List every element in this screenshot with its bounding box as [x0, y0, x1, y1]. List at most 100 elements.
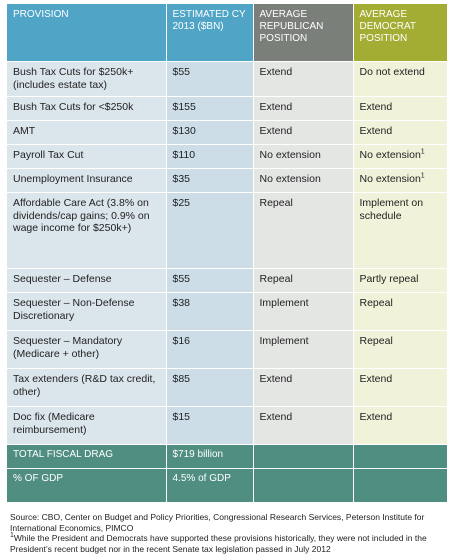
estimate-cell: $16 — [166, 330, 254, 369]
estimate-cell-text: $15 — [172, 411, 191, 423]
provision-cell: Sequester – Non-Defense Discretionary — [7, 292, 167, 331]
footnote-text: While the President and Democrats have s… — [10, 533, 427, 554]
provision-cell: Tax extenders (R&D tax credit, other) — [7, 368, 167, 407]
source-note: Source: CBO, Center on Budget and Policy… — [10, 512, 425, 533]
estimate-cell: $25 — [166, 192, 254, 269]
republican-position-cell-text: Implement — [259, 297, 309, 309]
gdp-row: % OF GDP 4.5% of GDP — [7, 468, 448, 503]
provision-cell: Sequester – Mandatory (Medicare + other) — [7, 330, 167, 369]
provision-cell: AMT — [7, 120, 167, 145]
democrat-position-cell: Extend — [353, 120, 448, 145]
democrat-position-cell-text: Implement on schedule — [359, 197, 424, 222]
footnote-ref: 1 — [420, 172, 425, 180]
republican-position-cell: Extend — [253, 96, 354, 121]
estimate-cell-text: $55 — [172, 273, 191, 285]
table-row: Doc fix (Medicare reimbursement) $15 Exten… — [7, 406, 448, 445]
footnote-marker: 1 — [10, 532, 14, 540]
democrat-position-cell: Extend — [353, 406, 448, 445]
provision-cell-text: Unemployment Insurance — [13, 173, 133, 185]
republican-position-cell-text: No extension — [259, 173, 321, 185]
estimate-cell: $38 — [166, 292, 254, 331]
footnote-1: 1While the President and Democrats have … — [10, 532, 450, 554]
republican-position-cell-text: Repeal — [259, 197, 293, 209]
democrat-position-cell-text: No extension — [359, 173, 421, 185]
total-value: $719 billion — [166, 444, 254, 469]
democrat-position-cell: Repeal — [353, 330, 448, 369]
estimate-cell: $35 — [166, 168, 254, 193]
provision-cell: Unemployment Insurance — [7, 168, 167, 193]
republican-position-cell: Repeal — [253, 192, 354, 269]
republican-position-cell: Implement — [253, 330, 354, 369]
provision-cell-text: Bush Tax Cuts for <$250k — [13, 101, 134, 113]
header-estimate: ESTIMATED CY 2013 ($BN) — [166, 4, 254, 62]
democrat-position-cell: Extend — [353, 368, 448, 407]
democrat-position-cell: Extend — [353, 96, 448, 121]
estimate-cell-text: $110 — [172, 149, 196, 161]
democrat-position-cell: No extension1 — [353, 144, 448, 169]
table-row: Payroll Tax Cut $110 No extension No extens… — [7, 144, 448, 169]
democrat-position-cell: Repeal — [353, 292, 448, 331]
provision-cell-text: Payroll Tax Cut — [13, 149, 84, 161]
provision-cell: Sequester – Defense — [7, 268, 167, 293]
footnotes: Source: CBO, Center on Budget and Policy… — [10, 512, 450, 554]
provision-cell-text: Sequester – Non-Defense Discretionary — [13, 297, 135, 322]
table-row: Affordable Care Act (3.8% on dividends/c… — [7, 192, 448, 269]
footnote-ref: 1 — [420, 148, 425, 156]
provision-cell-text: AMT — [13, 125, 36, 137]
header-provision: PROVISION — [7, 4, 167, 62]
republican-position-cell: No extension — [253, 168, 354, 193]
republican-position-cell-text: Repeal — [259, 273, 293, 285]
provision-cell: Bush Tax Cuts for <$250k — [7, 96, 167, 121]
republican-position-cell-text: Extend — [259, 411, 293, 423]
estimate-cell-text: $155 — [172, 101, 196, 113]
table-header-row: PROVISION ESTIMATED CY 2013 ($BN) AVERAG… — [7, 4, 448, 62]
republican-position-cell: Extend — [253, 406, 354, 445]
header-republican: AVERAGE REPUBLICAN POSITION — [253, 4, 354, 62]
democrat-position-cell-text: No extension — [359, 149, 421, 161]
gdp-value: 4.5% of GDP — [166, 468, 254, 503]
estimate-cell: $55 — [166, 268, 254, 293]
provision-cell-text: Sequester – Mandatory (Medicare + other) — [13, 335, 123, 360]
republican-position-cell-text: Extend — [259, 101, 293, 113]
table-row: Bush Tax Cuts for <$250k $155 Extend Extend — [7, 96, 448, 121]
estimate-cell-text: $35 — [172, 173, 191, 185]
total-empty-democrat — [353, 444, 448, 469]
provision-cell: Doc fix (Medicare reimbursement) — [7, 406, 167, 445]
republican-position-cell: Repeal — [253, 268, 354, 293]
provision-cell: Affordable Care Act (3.8% on dividends/c… — [7, 192, 167, 269]
estimate-cell: $155 — [166, 96, 254, 121]
democrat-position-cell-text: Repeal — [359, 335, 393, 347]
republican-position-cell: Extend — [253, 368, 354, 407]
democrat-position-cell: Do not extend — [353, 61, 448, 97]
estimate-cell-text: $55 — [172, 66, 191, 78]
gdp-label: % OF GDP — [7, 468, 167, 503]
republican-position-cell-text: No extension — [259, 149, 321, 161]
estimate-cell: $55 — [166, 61, 254, 97]
estimate-cell-text: $25 — [172, 197, 191, 209]
table-row: Sequester – Non-Defense Discretionary $38… — [7, 292, 448, 331]
table-row: AMT $130 Extend Extend — [7, 120, 448, 145]
republican-position-cell: Extend — [253, 120, 354, 145]
provision-cell-text: Bush Tax Cuts for $250k+ (includes estat… — [13, 66, 134, 91]
estimate-cell: $130 — [166, 120, 254, 145]
democrat-position-cell-text: Extend — [359, 411, 393, 423]
estimate-cell-text: $85 — [172, 373, 191, 385]
fiscal-drag-table: PROVISION ESTIMATED CY 2013 ($BN) AVERAG… — [7, 4, 448, 503]
provision-cell: Payroll Tax Cut — [7, 144, 167, 169]
total-empty-republican — [253, 444, 354, 469]
estimate-cell-text: $16 — [172, 335, 191, 347]
estimate-cell: $85 — [166, 368, 254, 407]
gdp-empty-republican — [253, 468, 354, 503]
republican-position-cell-text: Extend — [259, 66, 293, 78]
table-row: Sequester – Defense $55 Repeal Partly repea… — [7, 268, 448, 293]
estimate-cell: $15 — [166, 406, 254, 445]
republican-position-cell-text: Extend — [259, 125, 293, 137]
democrat-position-cell: Implement on schedule — [353, 192, 448, 269]
provision-cell-text: Affordable Care Act (3.8% on dividends/c… — [13, 197, 150, 234]
republican-position-cell: Implement — [253, 292, 354, 331]
republican-position-cell-text: Implement — [259, 335, 309, 347]
total-label: TOTAL FISCAL DRAG — [7, 444, 167, 469]
table-row: Sequester – Mandatory (Medicare + other)… — [7, 330, 448, 369]
table-row: Bush Tax Cuts for $250k+ (includes estat… — [7, 61, 448, 97]
